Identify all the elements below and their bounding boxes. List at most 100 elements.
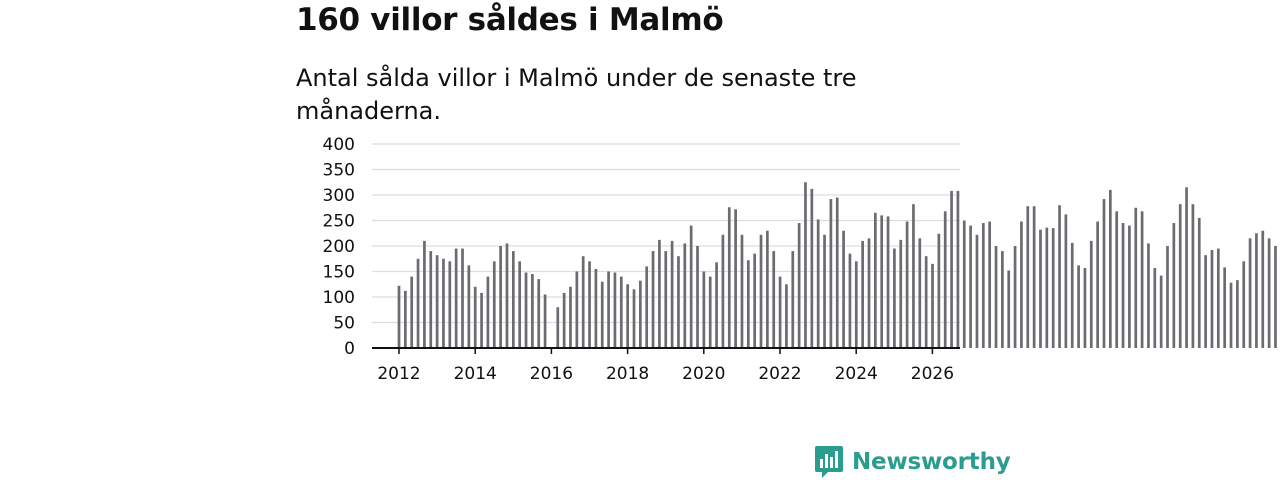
bar [1128, 225, 1131, 348]
bar [1134, 207, 1138, 348]
bar [823, 234, 826, 348]
bar [746, 260, 750, 348]
bar [543, 294, 547, 348]
bar [829, 199, 833, 348]
bar [918, 238, 922, 348]
bar [511, 251, 515, 348]
bar [1083, 267, 1087, 348]
bar [1026, 206, 1030, 348]
bar [772, 251, 776, 348]
bar [969, 225, 972, 348]
bar [1204, 255, 1207, 348]
bar [956, 190, 960, 348]
y-tick-label: 350 [323, 161, 355, 181]
bar [804, 182, 807, 348]
bar [499, 246, 502, 348]
y-tick-label: 200 [323, 237, 355, 257]
bar [1216, 248, 1220, 348]
bar [1001, 251, 1004, 348]
x-tick-label: 2026 [911, 364, 954, 384]
bar [639, 280, 642, 348]
bar [613, 272, 617, 348]
brand-name: Newsworthy [852, 449, 1011, 475]
bar [524, 272, 528, 348]
bar [905, 221, 909, 348]
bar [581, 256, 585, 348]
bar [727, 207, 731, 348]
bar [1045, 227, 1049, 348]
bar [1007, 270, 1011, 348]
bar [1223, 267, 1227, 348]
bar [486, 276, 490, 348]
bar [416, 258, 420, 348]
x-tick-label: 2020 [682, 364, 725, 384]
y-tick-label: 300 [323, 186, 355, 206]
bar [410, 276, 414, 348]
bar [562, 292, 566, 348]
bar [893, 248, 896, 348]
bar [1261, 230, 1265, 348]
bar [867, 238, 871, 348]
bar [1267, 238, 1271, 348]
bar [1197, 217, 1201, 348]
bar [1064, 214, 1068, 348]
bar [1153, 267, 1157, 348]
bar [575, 271, 579, 348]
bar [1108, 189, 1112, 348]
bar [1077, 265, 1080, 348]
bar [467, 265, 471, 348]
bar [740, 234, 744, 348]
bar [1121, 223, 1125, 348]
x-tick-label: 2022 [758, 364, 801, 384]
x-tick-label: 2014 [454, 364, 497, 384]
bar [683, 243, 687, 348]
bar [943, 211, 947, 348]
bar [531, 274, 534, 348]
bar [981, 223, 985, 348]
bar [588, 261, 591, 348]
x-tick-label: 2018 [606, 364, 649, 384]
x-axis-ticks: 2012 2014 2016 2018 2020 2022 2024 2026 [377, 348, 954, 384]
bar [1102, 199, 1106, 348]
bar [988, 221, 992, 348]
bar [816, 219, 820, 348]
bar [461, 248, 464, 348]
bar [404, 290, 407, 348]
bar [962, 220, 966, 348]
bar [1242, 261, 1246, 348]
bar [492, 261, 496, 348]
bar [778, 276, 782, 348]
bar [715, 262, 718, 348]
bar [448, 261, 452, 348]
bar [1159, 275, 1163, 348]
bar [1229, 282, 1233, 348]
bar [880, 215, 884, 348]
bar [689, 225, 693, 348]
bar [797, 223, 801, 348]
bar [854, 261, 858, 348]
bar [842, 230, 845, 348]
brand-logo[interactable]: Newsworthy [814, 444, 1011, 480]
bar [626, 284, 629, 348]
x-tick-label: 2016 [530, 364, 573, 384]
bar [1070, 242, 1074, 348]
bar [1185, 187, 1188, 348]
bar [912, 204, 915, 348]
bar [950, 190, 953, 348]
y-tick-label: 0 [344, 339, 355, 359]
bar-chart-logo-icon [815, 446, 843, 478]
bar [924, 256, 928, 348]
bar [931, 263, 934, 348]
bar [753, 253, 757, 348]
bar [619, 276, 623, 348]
bar [835, 197, 839, 348]
bar [632, 289, 636, 348]
bar [1013, 246, 1017, 348]
y-tick-label: 50 [333, 314, 355, 334]
bar [480, 292, 483, 348]
bar [518, 261, 522, 348]
bar [473, 286, 477, 348]
bar [429, 251, 433, 348]
bar [569, 286, 572, 348]
